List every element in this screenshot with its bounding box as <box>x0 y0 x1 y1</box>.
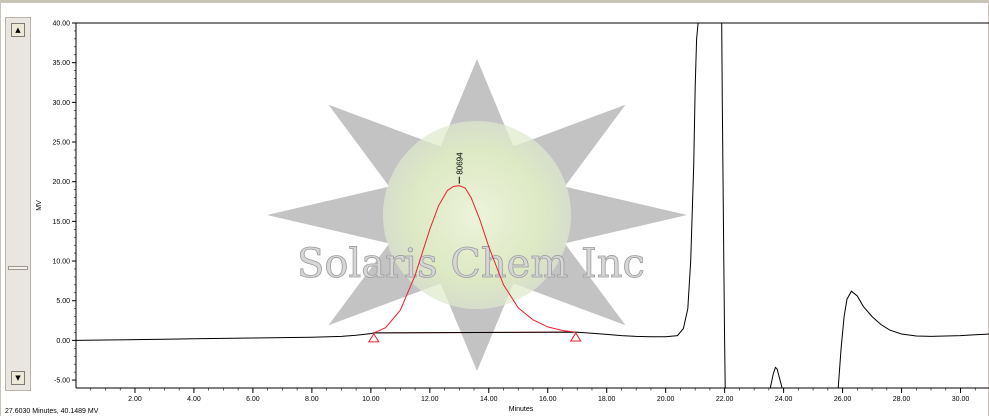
x-tick-label: 2.00 <box>128 396 142 403</box>
x-tick-label: 8.00 <box>305 396 319 403</box>
series-trace-4 <box>837 290 989 389</box>
x-tick-label: 24.00 <box>775 396 793 403</box>
peak-marker <box>367 332 380 343</box>
x-tick-label: 26.00 <box>834 396 852 403</box>
y-tick-label: 30.00 <box>52 100 70 107</box>
y-tick-label: 25.00 <box>52 140 70 147</box>
chromatogram-chart: Solaris Chem Inc -5.00 0.00 5.00 10.00 15.00… <box>36 21 989 413</box>
cursor-readout: 27.6030 Minutes, 40.1489 MV <box>5 408 99 415</box>
x-tick-label: 16.00 <box>539 396 557 403</box>
y-tick-label: 10.00 <box>52 259 70 266</box>
x-tick-label: 30.00 <box>952 396 970 403</box>
x-tick-label: 28.00 <box>893 396 911 403</box>
y-tick-label: 40.00 <box>52 21 70 28</box>
x-tick-label: 4.00 <box>187 396 201 403</box>
x-tick-label: 6.00 <box>246 396 260 403</box>
watermark-logo: Solaris Chem Inc <box>267 59 687 371</box>
y-tick-label: 15.00 <box>52 219 70 226</box>
x-tick-label: 18.00 <box>598 396 616 403</box>
y-tick-label: -5.00 <box>54 378 70 385</box>
series-peak-80694 <box>373 185 576 334</box>
scroll-down-button[interactable]: ▼ <box>11 371 25 385</box>
x-tick-label: 20.00 <box>657 396 675 403</box>
peak-marker <box>569 332 582 342</box>
x-tick-label: 22.00 <box>716 396 734 403</box>
scroll-thumb[interactable] <box>8 266 28 270</box>
series-trace-3 <box>769 366 783 389</box>
y-tick-label: 35.00 <box>52 60 70 67</box>
x-tick-label: 14.00 <box>480 396 498 403</box>
watermark-text: Solaris Chem Inc <box>297 241 645 287</box>
arrow-down-icon: ▼ <box>15 374 21 382</box>
watermark-glow <box>383 121 571 309</box>
y-tick-label: 20.00 <box>52 179 70 186</box>
vertical-scrollbar[interactable]: ▲ ▼ <box>5 17 31 391</box>
x-tick-label: 10.00 <box>362 396 380 403</box>
peak-area-label: 80694 <box>455 152 464 175</box>
scroll-up-button[interactable]: ▲ <box>11 23 25 37</box>
y-tick-label: 0.00 <box>56 338 70 345</box>
x-axis-title: Minutes <box>509 406 534 413</box>
series-trace-2 <box>721 22 726 389</box>
y-tick-label: 5.00 <box>56 298 70 305</box>
y-axis-title: MV <box>36 200 43 211</box>
series-trace-1 <box>75 22 699 341</box>
arrow-up-icon: ▲ <box>15 26 21 34</box>
x-tick-label: 12.00 <box>421 396 439 403</box>
